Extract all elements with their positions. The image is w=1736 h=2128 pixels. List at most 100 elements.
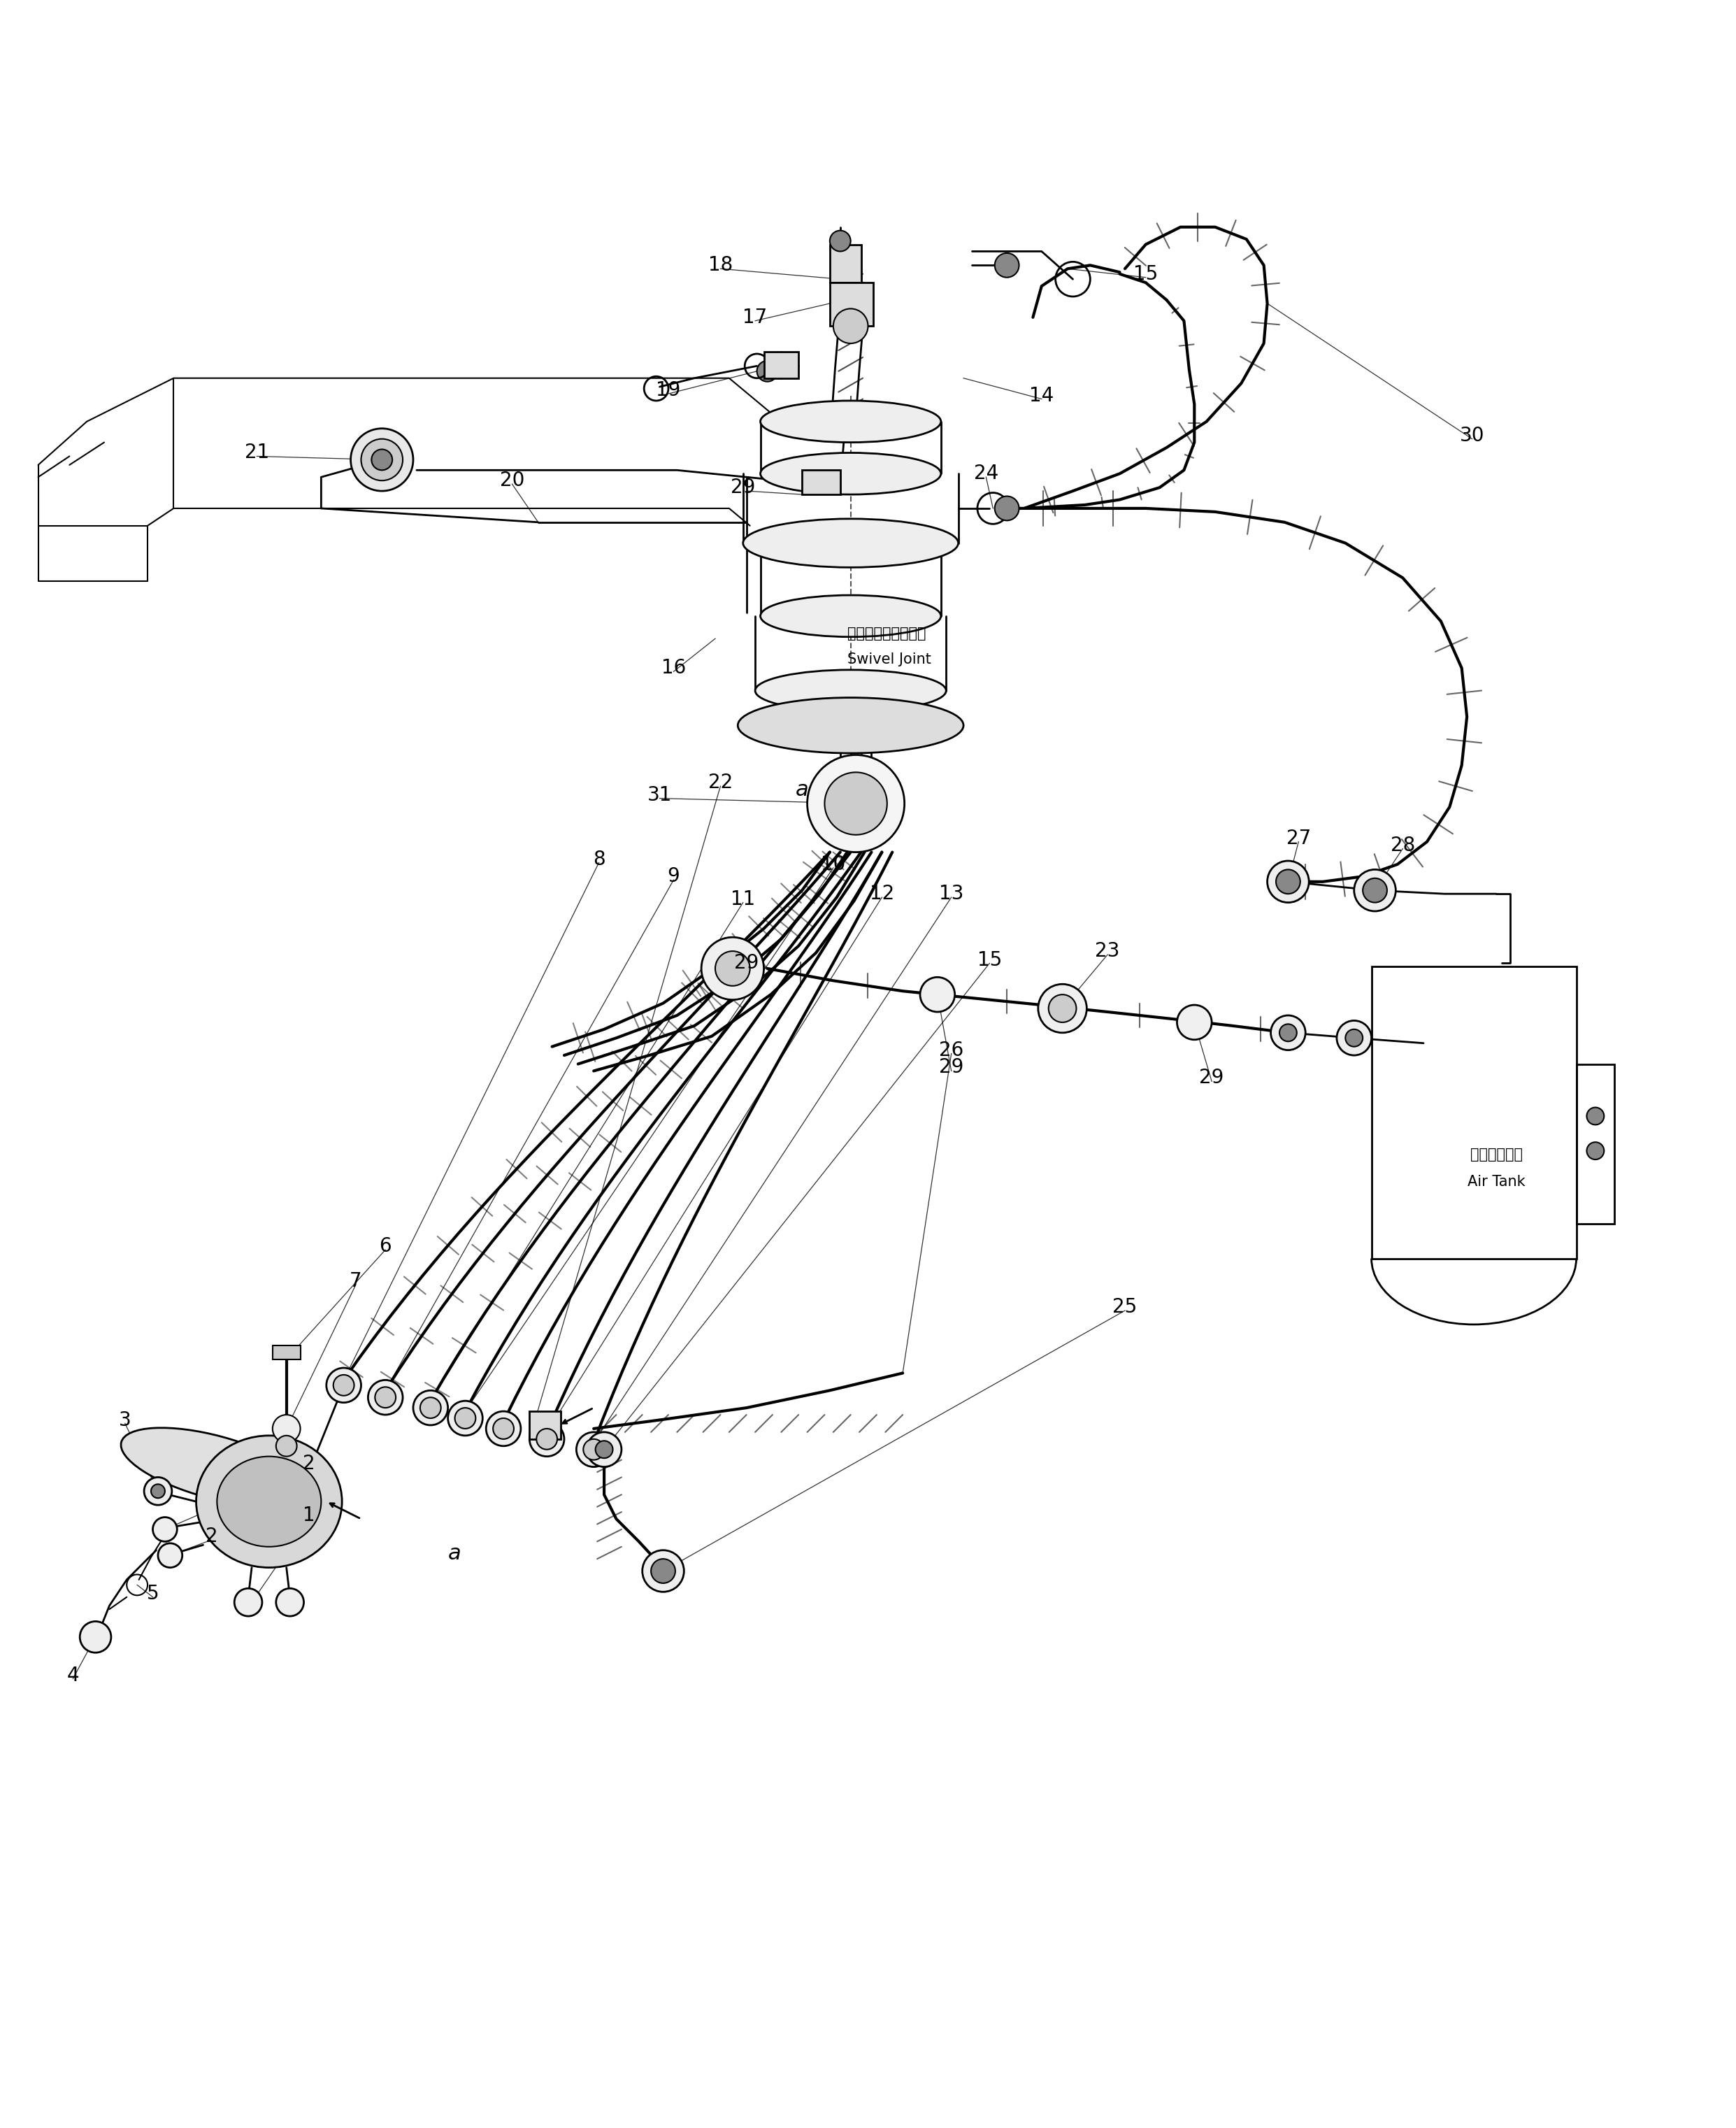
Circle shape [234, 1587, 262, 1615]
Circle shape [529, 1422, 564, 1456]
Circle shape [1587, 1143, 1604, 1160]
Circle shape [1276, 870, 1300, 894]
Circle shape [830, 230, 851, 251]
Circle shape [701, 936, 764, 1000]
Text: 15: 15 [977, 949, 1002, 970]
Circle shape [995, 253, 1019, 277]
Circle shape [333, 1375, 354, 1396]
Text: 7: 7 [349, 1270, 363, 1292]
Circle shape [375, 1387, 396, 1409]
Circle shape [151, 1483, 165, 1498]
Circle shape [583, 1439, 604, 1460]
Text: 4: 4 [66, 1666, 80, 1685]
Circle shape [920, 977, 955, 1013]
Text: a: a [448, 1543, 462, 1564]
Circle shape [420, 1398, 441, 1417]
Text: 15: 15 [1134, 264, 1158, 283]
Circle shape [455, 1409, 476, 1428]
Text: 18: 18 [708, 255, 733, 275]
Text: 31: 31 [648, 785, 672, 804]
Circle shape [326, 1368, 361, 1402]
Circle shape [486, 1411, 521, 1447]
Circle shape [1345, 1030, 1363, 1047]
Circle shape [1038, 983, 1087, 1032]
Text: 3: 3 [118, 1411, 132, 1430]
Text: 29: 29 [731, 477, 755, 498]
Bar [764, 351, 799, 379]
Circle shape [158, 1543, 182, 1568]
Circle shape [448, 1400, 483, 1436]
Text: 8: 8 [592, 849, 606, 868]
Circle shape [1354, 870, 1396, 911]
Text: 10: 10 [821, 855, 845, 875]
Circle shape [587, 1432, 621, 1466]
Circle shape [995, 496, 1019, 521]
Ellipse shape [760, 400, 941, 443]
Circle shape [825, 772, 887, 834]
Text: 19: 19 [656, 381, 681, 400]
Text: エアータンク: エアータンク [1470, 1147, 1522, 1162]
Ellipse shape [217, 1456, 321, 1547]
Ellipse shape [738, 698, 963, 753]
Circle shape [715, 951, 750, 985]
Circle shape [144, 1477, 172, 1504]
Circle shape [1363, 879, 1387, 902]
Text: 29: 29 [734, 953, 759, 972]
Ellipse shape [122, 1428, 306, 1507]
Circle shape [651, 1560, 675, 1583]
Text: 11: 11 [731, 890, 755, 909]
Circle shape [1177, 1004, 1212, 1041]
Text: 28: 28 [1391, 836, 1415, 855]
Circle shape [273, 1415, 300, 1443]
Text: 26: 26 [939, 1041, 963, 1060]
Bar [830, 283, 873, 326]
Text: 27: 27 [1286, 828, 1311, 849]
Circle shape [1587, 1107, 1604, 1126]
Circle shape [757, 362, 778, 381]
Circle shape [642, 1549, 684, 1592]
Circle shape [595, 1441, 613, 1458]
Bar [830, 245, 861, 283]
Circle shape [1267, 862, 1309, 902]
Text: 9: 9 [667, 866, 681, 885]
Ellipse shape [196, 1436, 342, 1568]
Circle shape [276, 1587, 304, 1615]
Text: Air Tank: Air Tank [1467, 1175, 1526, 1190]
Text: 17: 17 [743, 309, 767, 328]
Circle shape [351, 428, 413, 492]
Text: 24: 24 [974, 464, 998, 483]
Circle shape [576, 1432, 611, 1466]
Bar [273, 1345, 300, 1360]
Text: Swivel Joint: Swivel Joint [847, 653, 930, 666]
Text: 21: 21 [245, 443, 269, 462]
Text: 5: 5 [146, 1583, 160, 1602]
Circle shape [80, 1622, 111, 1653]
Text: 12: 12 [870, 883, 894, 904]
Text: 20: 20 [500, 470, 524, 489]
Ellipse shape [743, 519, 958, 568]
Text: 6: 6 [378, 1236, 392, 1256]
Circle shape [833, 309, 868, 343]
Text: 23: 23 [1095, 941, 1120, 962]
Circle shape [1271, 1015, 1305, 1049]
Bar [802, 470, 840, 494]
Text: 2: 2 [302, 1453, 316, 1473]
Text: 2: 2 [205, 1526, 219, 1547]
Text: 29: 29 [1200, 1068, 1224, 1087]
Circle shape [1049, 994, 1076, 1021]
Bar [1576, 1064, 1614, 1224]
Ellipse shape [760, 453, 941, 494]
Text: 1: 1 [302, 1507, 316, 1526]
Circle shape [276, 1436, 297, 1456]
Circle shape [536, 1428, 557, 1449]
Circle shape [413, 1390, 448, 1426]
Circle shape [493, 1417, 514, 1439]
Circle shape [807, 755, 904, 851]
Text: 13: 13 [939, 883, 963, 904]
Circle shape [1279, 1024, 1297, 1041]
Text: 16: 16 [661, 658, 686, 679]
Text: 22: 22 [708, 772, 733, 792]
Text: a: a [795, 779, 809, 800]
Bar [1371, 966, 1576, 1258]
Circle shape [361, 438, 403, 481]
